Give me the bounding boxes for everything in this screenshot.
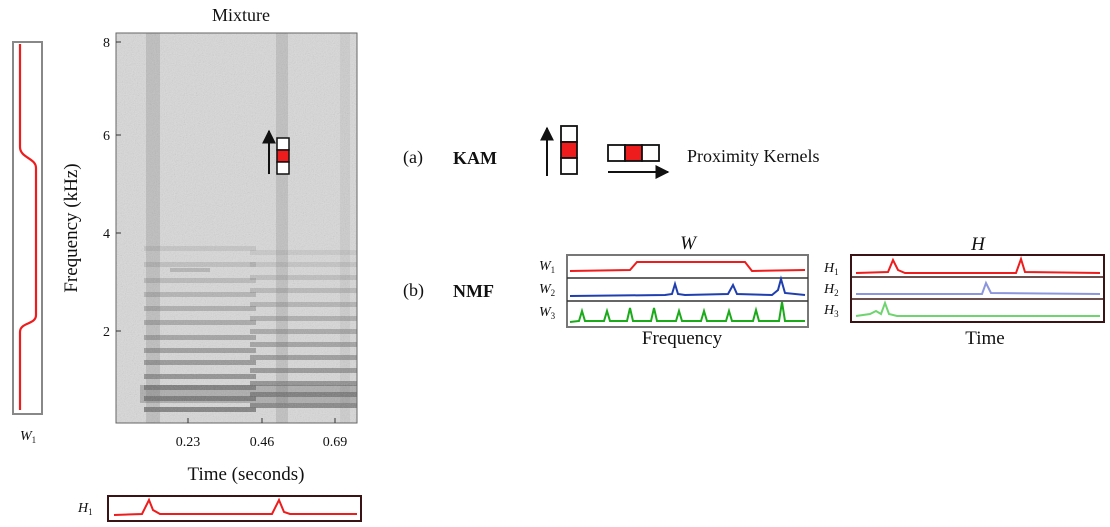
w-row-label: W1 [539,259,555,275]
w2-activation-curve [569,275,806,297]
w-row-label: W2 [539,282,555,298]
nmf-tag: (b) [403,280,424,301]
spectrogram-title: Mixture [212,5,270,25]
spectrogram-noise [116,33,357,423]
h1-frame [107,495,362,522]
kernel-cell [641,144,660,162]
kernel-cell [560,157,578,175]
kernel-center-cell [560,141,578,159]
spectrogram-frame [115,32,358,424]
x-tick-label: 0.23 [176,435,201,450]
w1-activation-curve [569,261,806,273]
nmf-row: (b) NMF W W1 W2 W3 Frequency H H1 H2 [403,233,1105,349]
kernel-cell [560,125,578,143]
h-row-label: H2 [823,282,839,298]
kam-caption: Proximity Kernels [687,146,820,166]
w1-label: W1 [20,429,36,445]
h-panel-title: H [970,234,986,255]
w-panel-xlabel: Frequency [642,328,723,349]
w1-curve [18,44,38,410]
h2-activation-curve [856,280,1101,295]
kernel-cell [276,161,290,175]
y-tick-label: 6 [103,129,110,144]
kam-tag: (a) [403,147,423,168]
kam-name: KAM [453,148,497,168]
y-tick-label: 2 [103,325,110,340]
y-axis: 8 6 4 2 Frequency (kHz) [61,36,121,340]
kam-row: (a) KAM Proximity Kernels [403,125,820,179]
h3-activation-curve [855,300,1100,317]
h1-activation-curve [855,255,1101,274]
spectrogram-kernel [262,129,290,175]
h-panel-frame [850,254,1105,323]
h-panel: H H1 H2 H3 Time [823,234,1105,349]
kernel-center-cell [276,149,290,163]
kernel-cell [607,144,626,162]
y-tick-label: 4 [103,227,110,242]
h1-curve [113,497,357,516]
h1-label: H1 [77,501,93,517]
y-axis-label: Frequency (kHz) [61,163,82,292]
x-tick-label: 0.46 [250,435,275,450]
w-panel-frame [566,254,809,328]
h-row-label: H3 [823,303,839,319]
nmf-name: NMF [453,281,494,301]
w-row-label: W3 [539,305,556,321]
w1-frame [12,41,43,415]
h-panel-xlabel: Time [965,328,1004,349]
w-panel-title: W [680,233,698,254]
w-panel: W W1 W2 W3 Frequency [539,233,809,349]
y-tick-label: 8 [103,36,110,51]
h1-profile: H1 [77,495,362,522]
spectrogram: Mixture 8 6 4 2 Frequency (kHz) 0.23 0.4… [61,5,358,485]
x-axis-label: Time (seconds) [188,464,305,485]
w3-activation-curve [569,301,805,323]
w1-profile: W1 [12,41,43,445]
kernel-cell [276,137,290,151]
x-axis: 0.23 0.46 0.69 Time (seconds) [176,418,348,485]
h-row-label: H1 [823,261,839,277]
kernel-center-cell [624,144,643,162]
x-tick-label: 0.69 [323,435,348,450]
